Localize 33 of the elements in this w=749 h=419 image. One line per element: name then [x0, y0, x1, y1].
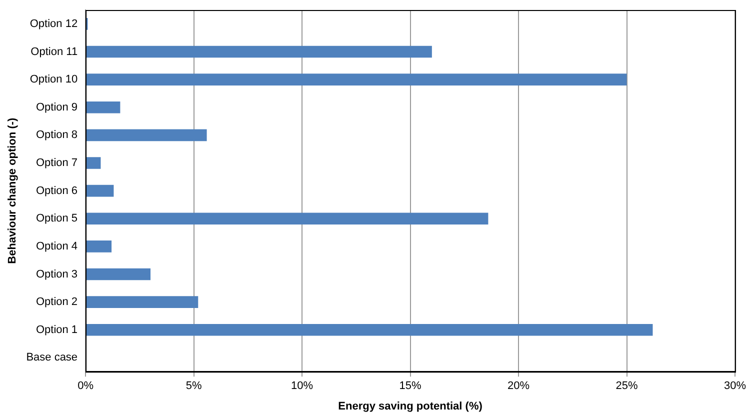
y-tick-label: Option 5 [36, 212, 78, 225]
x-axis-title: Energy saving potential (%) [338, 400, 483, 412]
y-tick-label: Option 6 [36, 184, 78, 197]
bar [86, 240, 112, 252]
bar [86, 157, 101, 169]
bar [86, 101, 120, 114]
x-tick-label: 30% [724, 380, 746, 392]
bar [86, 296, 198, 308]
bar [86, 324, 653, 336]
y-tick-label: Option 1 [36, 324, 78, 336]
x-tick-label: 25% [616, 380, 638, 392]
y-tick-label: Option 7 [36, 157, 78, 170]
y-tick-label: Option 8 [36, 129, 78, 142]
y-tick-label: Option 2 [36, 296, 78, 308]
x-tick-label: 20% [508, 380, 530, 392]
y-tick-label: Option 11 [30, 46, 78, 58]
y-tick-label: Option 3 [36, 268, 78, 280]
y-tick-label: Option 9 [36, 101, 78, 114]
bar [86, 74, 627, 86]
y-axis-title: Behaviour change option (-) [6, 117, 19, 264]
bar [86, 46, 432, 58]
x-tick-label: 15% [399, 380, 422, 392]
x-tick-label: 0% [78, 380, 94, 392]
x-tick-label: 5% [186, 380, 202, 392]
x-tick-label: 10% [291, 380, 314, 392]
bar [86, 212, 488, 225]
bar [86, 129, 207, 142]
bar [86, 184, 114, 197]
y-tick-label: Base case [26, 352, 78, 364]
bar [86, 268, 151, 280]
y-tick-label: Option 10 [30, 74, 78, 86]
y-tick-label: Option 12 [30, 18, 78, 30]
y-tick-label: Option 4 [36, 240, 78, 252]
